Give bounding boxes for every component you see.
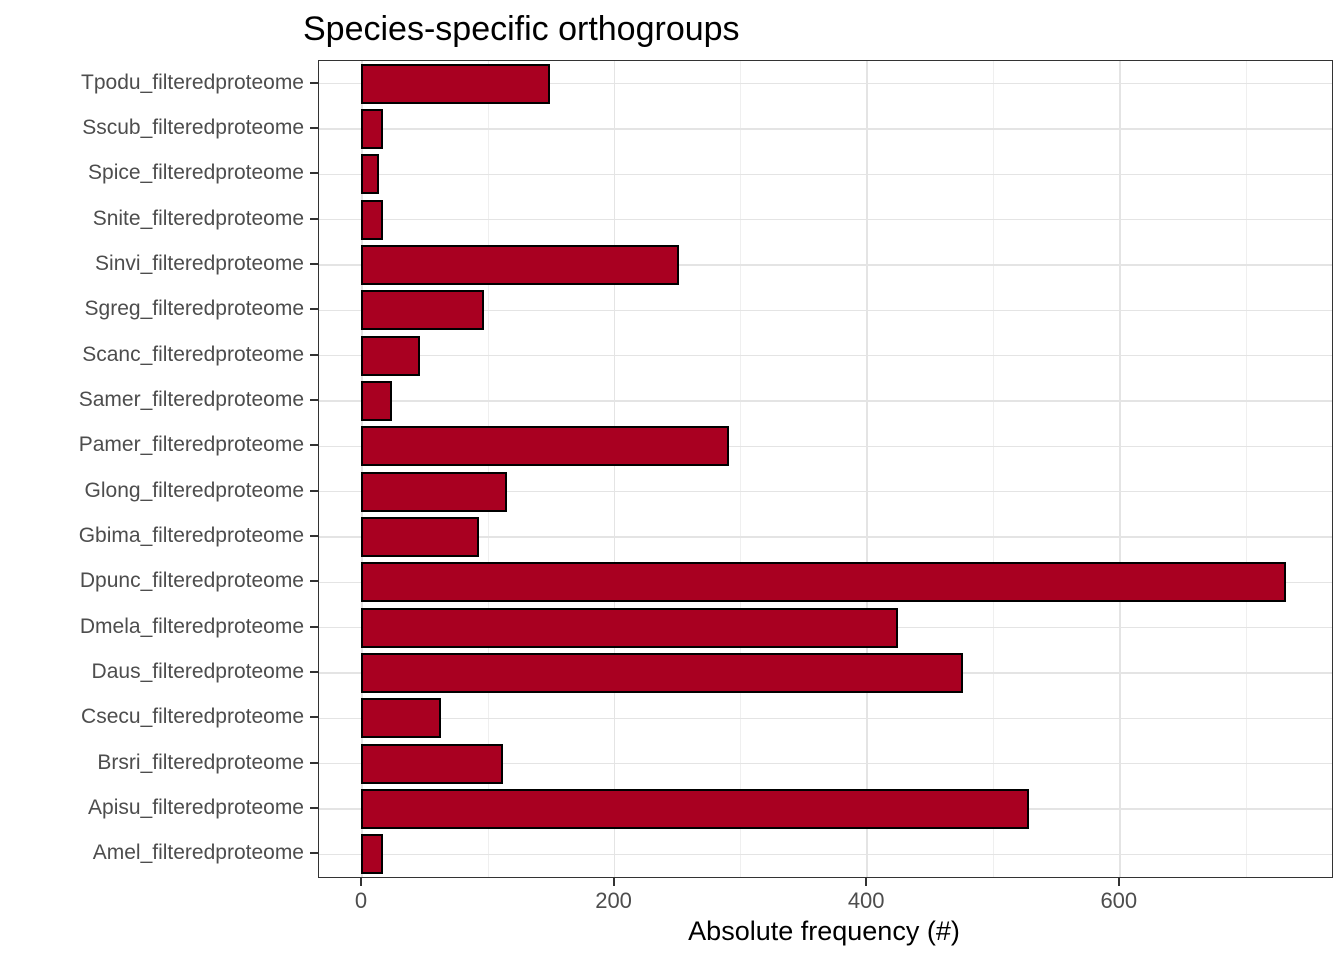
- major-gridline-600: [1119, 61, 1121, 877]
- y-tick-label-Sgreg_filteredproteome: Sgreg_filteredproteome: [84, 297, 304, 321]
- bar-Csecu_filteredproteome: [360, 698, 442, 739]
- bar-Dmela_filteredproteome: [360, 607, 899, 648]
- category-gridline: [319, 536, 1332, 538]
- x-tick-label-0: 0: [354, 888, 368, 913]
- bar-Samer_filteredproteome: [360, 381, 392, 421]
- category-gridline: [319, 445, 1332, 448]
- bar-Dpunc_filteredproteome: [360, 562, 1287, 603]
- x-tick-mark-200: [612, 878, 615, 886]
- y-tick-mark: [310, 81, 318, 84]
- major-gridline-400: [866, 61, 868, 877]
- y-tick-mark: [310, 127, 318, 129]
- minor-gridline-100: [487, 61, 489, 877]
- category-gridline: [319, 490, 1332, 493]
- y-tick-mark: [310, 761, 318, 764]
- y-tick-mark: [310, 535, 318, 537]
- y-tick-label-Amel_filteredproteome: Amel_filteredproteome: [92, 841, 304, 865]
- category-gridline: [319, 717, 1332, 720]
- y-tick-mark: [310, 625, 318, 628]
- y-tick-mark: [310, 217, 318, 220]
- y-tick-label-Samer_filteredproteome: Samer_filteredproteome: [78, 388, 304, 411]
- category-gridline: [319, 128, 1332, 130]
- y-tick-label-Csecu_filteredproteome: Csecu_filteredproteome: [81, 705, 304, 729]
- category-gridline: [319, 853, 1332, 856]
- minor-gridline-500: [992, 61, 994, 877]
- y-tick-mark: [310, 172, 318, 175]
- y-tick-mark: [310, 716, 318, 719]
- x-tick-mark-400: [865, 878, 868, 886]
- bar-Sinvi_filteredproteome: [360, 245, 679, 285]
- bar-Amel_filteredproteome: [360, 834, 384, 875]
- bar-Sgreg_filteredproteome: [360, 290, 485, 331]
- bar-Sscub_filteredproteome: [360, 109, 384, 149]
- y-tick-mark: [310, 852, 318, 855]
- y-tick-label-Pamer_filteredproteome: Pamer_filteredproteome: [78, 433, 304, 457]
- category-gridline: [319, 218, 1332, 221]
- y-tick-label-Apisu_filteredproteome: Apisu_filteredproteome: [88, 796, 304, 819]
- y-tick-mark: [310, 671, 318, 673]
- category-gridline: [319, 264, 1332, 266]
- x-axis-title: Absolute frequency (#): [688, 916, 960, 946]
- bar-Pamer_filteredproteome: [360, 426, 730, 467]
- major-gridline-0: [361, 61, 363, 877]
- y-tick-label-Sinvi_filteredproteome: Sinvi_filteredproteome: [95, 252, 304, 275]
- y-tick-label-Daus_filteredproteome: Daus_filteredproteome: [91, 660, 304, 683]
- category-gridline: [319, 762, 1332, 765]
- bar-Tpodu_filteredproteome: [360, 63, 550, 104]
- y-tick-label-Sscub_filteredproteome: Sscub_filteredproteome: [82, 116, 304, 139]
- minor-gridline-700: [1245, 61, 1247, 877]
- x-tick-label-400: 400: [847, 888, 885, 913]
- x-tick-mark-0: [359, 878, 362, 886]
- y-tick-label-Tpodu_filteredproteome: Tpodu_filteredproteome: [81, 70, 304, 94]
- y-tick-mark: [310, 263, 318, 265]
- y-tick-label-Brsri_filteredproteome: Brsri_filteredproteome: [97, 750, 304, 774]
- y-tick-mark: [310, 807, 318, 809]
- bar-Glong_filteredproteome: [360, 471, 507, 512]
- y-tick-mark: [310, 444, 318, 447]
- y-tick-label-Dpunc_filteredproteome: Dpunc_filteredproteome: [79, 569, 304, 593]
- x-tick-label-600: 600: [1100, 888, 1138, 913]
- minor-gridline-300: [740, 61, 742, 877]
- bar-Gbima_filteredproteome: [360, 517, 480, 557]
- y-tick-label-Scanc_filteredproteome: Scanc_filteredproteome: [82, 342, 304, 366]
- bar-Scanc_filteredproteome: [360, 335, 420, 376]
- plot-panel: [318, 60, 1333, 878]
- chart-title: Species-specific orthogroups: [303, 10, 740, 48]
- category-gridline: [319, 400, 1332, 402]
- y-tick-label-Gbima_filteredproteome: Gbima_filteredproteome: [78, 524, 304, 547]
- bar-Apisu_filteredproteome: [360, 789, 1029, 829]
- y-tick-label-Spice_filteredproteome: Spice_filteredproteome: [88, 161, 304, 185]
- y-tick-label-Glong_filteredproteome: Glong_filteredproteome: [84, 478, 304, 502]
- category-gridline: [319, 354, 1332, 357]
- category-gridline: [319, 173, 1332, 176]
- y-tick-mark: [310, 580, 318, 583]
- y-tick-mark: [310, 308, 318, 311]
- y-tick-label-Snite_filteredproteome: Snite_filteredproteome: [92, 206, 304, 230]
- bar-Snite_filteredproteome: [360, 199, 384, 240]
- bar-Daus_filteredproteome: [360, 653, 963, 693]
- category-gridline: [319, 309, 1332, 312]
- x-tick-mark-600: [1117, 878, 1120, 886]
- x-tick-label-200: 200: [595, 888, 632, 913]
- y-tick-mark: [310, 353, 318, 356]
- y-tick-label-Dmela_filteredproteome: Dmela_filteredproteome: [79, 614, 304, 638]
- major-gridline-200: [613, 61, 616, 877]
- y-tick-mark: [310, 399, 318, 401]
- bar-Brsri_filteredproteome: [360, 743, 504, 784]
- y-tick-mark: [310, 489, 318, 492]
- category-gridline: [319, 82, 1332, 85]
- bar-Spice_filteredproteome: [360, 154, 380, 195]
